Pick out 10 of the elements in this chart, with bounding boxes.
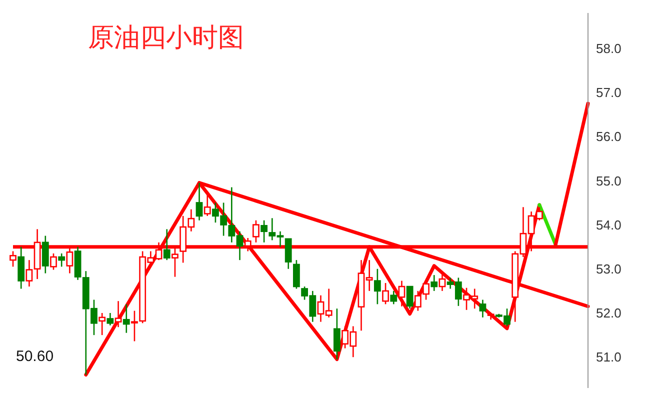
y-tick-label: 57.0 — [596, 85, 622, 100]
y-tick-label: 55.0 — [596, 173, 622, 188]
chart-title: 原油四小时图 — [88, 22, 244, 55]
y-tick-label: 52.0 — [596, 306, 622, 321]
y-tick-label: 51.0 — [596, 350, 622, 365]
annotation: 50.60 — [16, 348, 54, 365]
y-tick-label: 54.0 — [596, 217, 622, 232]
y-tick-label: 58.0 — [596, 40, 622, 56]
y-tick-label: 53.0 — [596, 261, 622, 276]
y-tick-label: 56.0 — [596, 129, 622, 144]
